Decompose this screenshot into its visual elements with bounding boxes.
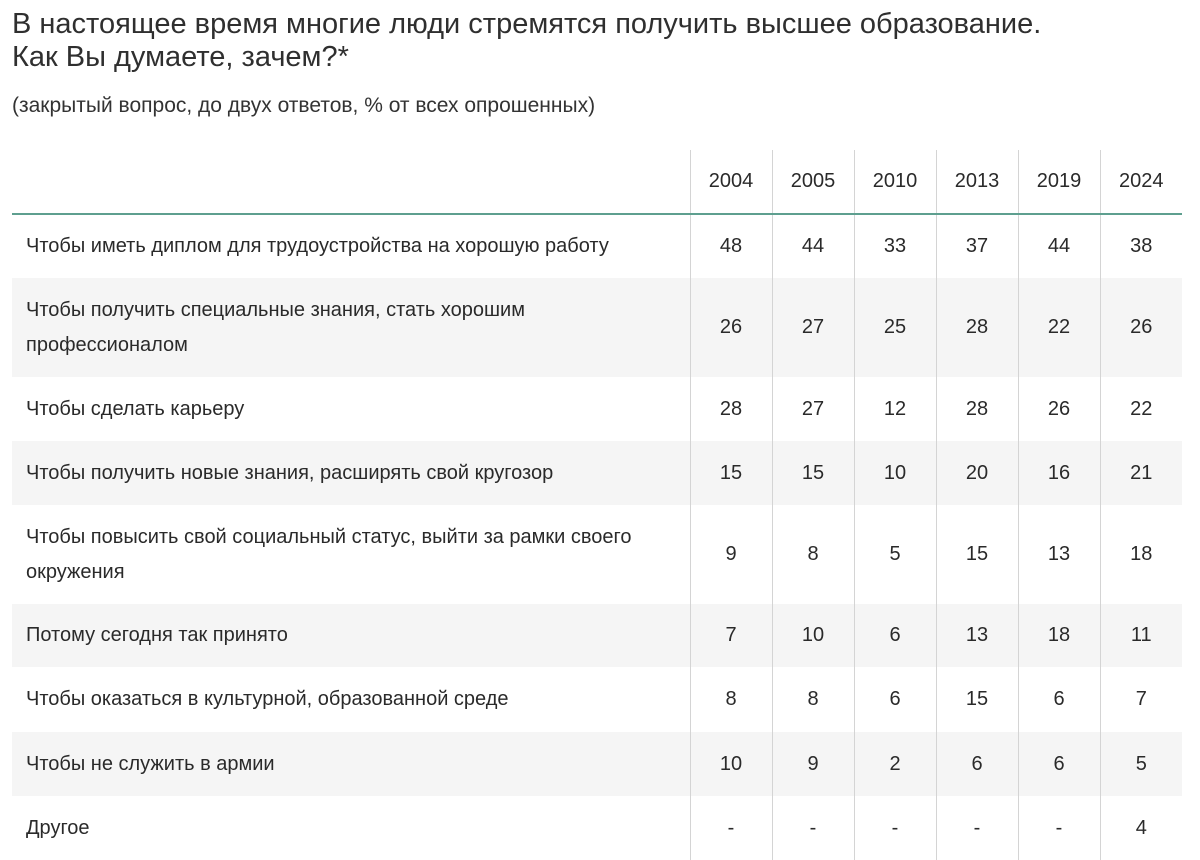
table-cell: 8 [771,667,854,732]
table-cell: 22 [1099,377,1182,441]
table-cell: 15 [689,441,772,505]
table-cell: 5 [853,505,936,604]
table-cell: 44 [1017,214,1100,278]
table-cell: 20 [935,441,1018,505]
table-cell: 2 [853,732,936,796]
table-cell: 26 [1017,377,1100,441]
table-cell: 44 [771,214,854,278]
title-line-1: В настоящее время многие люди стремятся … [12,8,1042,40]
table-cell: 18 [1017,604,1100,667]
table-cell: 15 [935,667,1018,732]
row-label: Чтобы повысить свой социальный статус, в… [26,525,632,583]
table-cell: 25 [853,278,936,377]
table-row: Чтобы не служить в армии 10 9 2 6 6 5 [12,732,1182,796]
table-cell: 13 [1017,505,1100,604]
table-cell: 26 [689,278,772,377]
table-cell: 10 [853,441,936,505]
table-cell: 11 [1099,604,1182,667]
table-row: Чтобы получить новые знания, расширять с… [12,441,1182,505]
table-cell: 5 [1099,732,1182,796]
row-label: Чтобы иметь диплом для трудоустройства н… [26,235,609,257]
table-cell: 10 [689,732,772,796]
table-cell: 28 [689,377,772,441]
column-header-year: 2013 [935,150,1018,215]
table-cell: 18 [1099,505,1182,604]
column-header-year: 2024 [1099,150,1182,215]
table-cell: 6 [935,732,1018,796]
table-cell: 6 [1017,732,1100,796]
title-line-2: Как Вы думаете, зачем?* [12,41,349,73]
table-cell: 28 [935,377,1018,441]
table-cell: 38 [1099,214,1182,278]
table-row: Чтобы получить специальные знания, стать… [12,278,1182,377]
table-row: Чтобы оказаться в культурной, образованн… [12,667,1182,732]
table-cell: 48 [689,214,772,278]
table-cell: 6 [1017,667,1100,732]
table-cell: 28 [935,278,1018,377]
table-cell: 6 [853,604,936,667]
table-cell: 21 [1099,441,1182,505]
column-header-year: 2005 [771,150,854,215]
table-cell: - [935,796,1018,860]
table-header-row: 2004 2005 2010 2013 2019 2024 [12,150,1182,215]
header-label-cell [12,150,690,215]
row-label: Чтобы получить специальные знания, стать… [26,298,525,356]
table-cell: 13 [935,604,1018,667]
table-cell: 33 [853,214,936,278]
table-cell: 22 [1017,278,1100,377]
table-row: Другое - - - - - 4 [12,796,1182,860]
table-cell: 12 [853,377,936,441]
table-row: Чтобы иметь диплом для трудоустройства н… [12,214,1182,278]
table-cell: 7 [689,604,772,667]
table-cell: 26 [1099,278,1182,377]
table-cell: 15 [771,441,854,505]
table-cell: 6 [853,667,936,732]
row-label: Чтобы не служить в армии [26,752,275,775]
table-cell: 37 [935,214,1018,278]
table-cell: 15 [935,505,1018,604]
column-header-year: 2019 [1017,150,1100,215]
column-header-year: 2010 [853,150,936,215]
row-label: Чтобы получить новые знания, расширять с… [26,461,554,484]
table-cell: 27 [771,377,854,441]
question-note: (закрытый вопрос, до двух ответов, % от … [12,94,596,117]
table-cell: 9 [689,505,772,604]
table-cell: 4 [1099,796,1182,860]
table-cell: - [853,796,936,860]
table-cell: - [771,796,854,860]
table-cell: 8 [771,505,854,604]
row-label: Потому сегодня так принято [26,624,288,646]
table-row: Потому сегодня так принято 7 10 6 13 18 … [12,604,1182,667]
table-cell: 16 [1017,441,1100,505]
page-title: В настоящее время многие люди стремятся … [12,8,1192,74]
table-cell: - [1017,796,1100,860]
table-cell: - [689,796,772,860]
row-label: Другое [26,816,90,839]
row-label: Чтобы оказаться в культурной, образованн… [26,688,509,710]
column-header-year: 2004 [689,150,772,215]
survey-table: 2004 2005 2010 2013 2019 2024 Чтобы имет… [12,150,1182,860]
table-cell: 8 [689,667,772,732]
table-cell: 9 [771,732,854,796]
table-cell: 10 [771,604,854,667]
table-row: Чтобы повысить свой социальный статус, в… [12,505,1182,604]
row-label: Чтобы сделать карьеру [26,397,245,420]
table-cell: 7 [1099,667,1182,732]
table-cell: 27 [771,278,854,377]
table-row: Чтобы сделать карьеру 28 27 12 28 26 22 [12,377,1182,441]
